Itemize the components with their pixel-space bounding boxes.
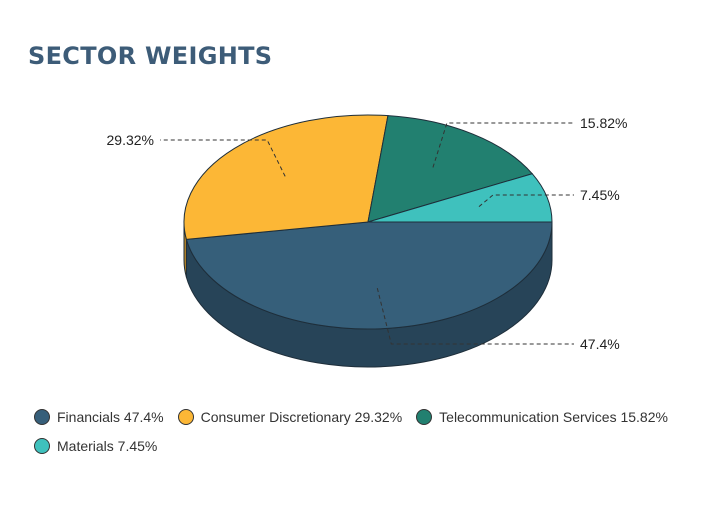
legend-label-consumer-discretionary: Consumer Discretionary 29.32% [200,408,403,425]
legend-item-financials[interactable]: Financials 47.4% [34,408,164,425]
legend-swatch-telecommunication-services [416,408,433,425]
slice-consumer-discretionary [183,114,389,240]
data-label-consumer-discretionary: 29.32% [107,132,154,148]
pie-chart: 47.4% 29.32% 15.82% 7.45% [107,114,627,368]
data-label-telecommunication-services: 15.82% [580,115,627,131]
legend-label-financials: Financials 47.4% [57,408,164,425]
connector-materials [478,194,574,207]
legend-swatch-consumer-discretionary [177,408,194,425]
slice-financials [185,221,553,330]
legend-label-materials: Materials 7.45% [57,437,158,454]
legend-swatch-financials [34,408,50,425]
chart-title: SECTOR WEIGHTS [28,42,273,70]
connector-consumer-discretionary [160,139,286,177]
data-label-materials: 7.45% [580,187,620,203]
legend: Financials 47.4% Consumer Discretionary … [34,402,714,460]
legend-label-telecommunication-services: Telecommunication Services 15.82% [439,408,668,425]
slice-telecommunication-services [367,115,534,223]
legend-swatch-materials [34,437,50,454]
slice-materials [367,173,553,223]
legend-item-telecommunication-services[interactable]: Telecommunication Services 15.82% [416,408,668,425]
connector-telecommunication-services [432,122,574,168]
connector-financials [376,287,574,345]
legend-item-consumer-discretionary[interactable]: Consumer Discretionary 29.32% [177,408,403,425]
data-label-financials: 47.4% [580,336,620,352]
legend-item-materials[interactable]: Materials 7.45% [34,437,158,454]
